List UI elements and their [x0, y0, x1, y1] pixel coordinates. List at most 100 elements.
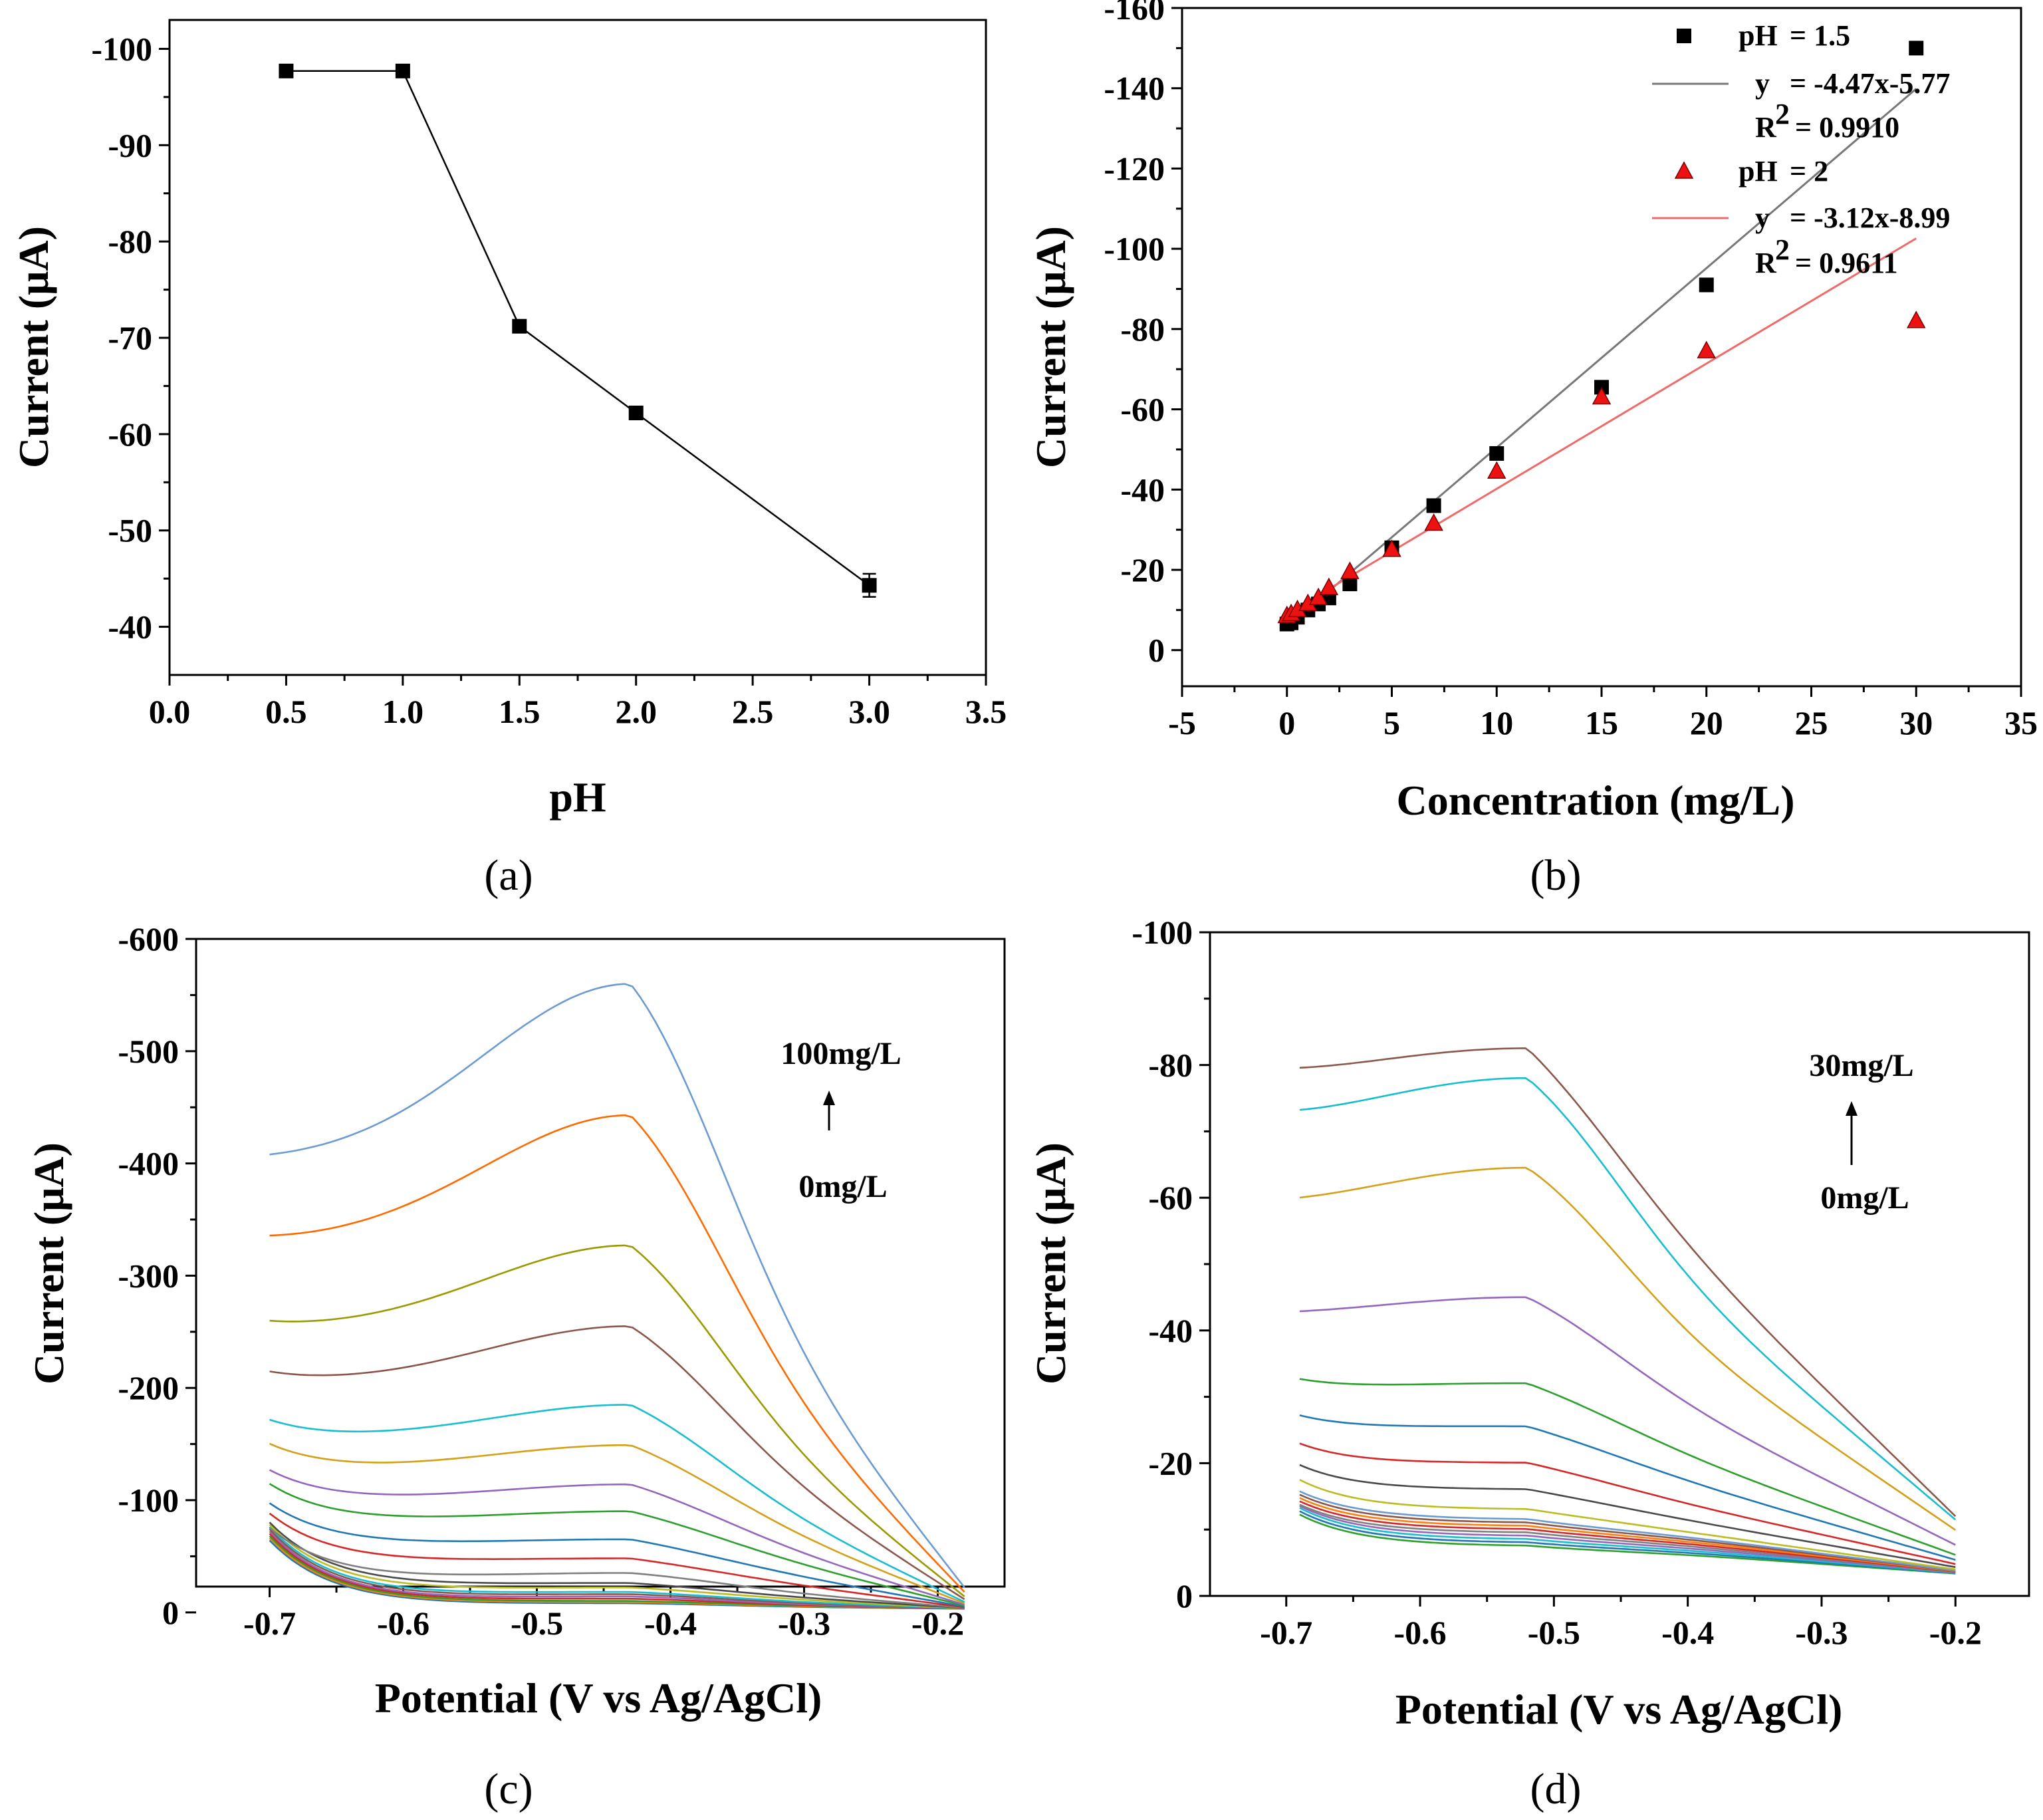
chart-c-x-tick-label: -0.4 — [644, 1605, 697, 1642]
chart-b-legend-label: y — [1755, 67, 1770, 100]
chart-d-curve-15 — [1299, 1296, 1956, 1546]
chart-c-curve-13 — [269, 1483, 965, 1607]
chart-d-x-tick-label: -0.6 — [1393, 1614, 1446, 1651]
chart-c-x-tick-label: -0.5 — [511, 1605, 563, 1642]
chart-c-curve-7 — [269, 1526, 965, 1609]
chart-b-point-series-2 — [1697, 340, 1717, 358]
chart-c-curve-18 — [269, 1244, 965, 1597]
chart-d-y-tick-label: -80 — [1148, 1047, 1193, 1084]
chart-b-legend-value: = -3.12x-8.99 — [1790, 201, 1950, 234]
chart-d-curve-3 — [1299, 1507, 1956, 1574]
chart-d-curve-7 — [1299, 1497, 1956, 1573]
chart-d-curve-4 — [1299, 1505, 1956, 1573]
chart-c-curve-20 — [269, 983, 965, 1589]
chart-d-panel-label: (d) — [1530, 1765, 1582, 1813]
chart-a-point — [862, 578, 877, 593]
chart-panel-d: -0.7 -0.6 -0.5 -0.4 -0.3 -0.2 0 -20 -40 -60 -80 -10… — [1027, 914, 2030, 1813]
chart-b-legend-marker — [1677, 29, 1691, 43]
chart-b-y-tick-label: -60 — [1120, 391, 1165, 428]
chart-panel-b: -5 0 5 10 15 20 25 30 350-20-40-60-80-100-120-14… — [1027, 0, 2038, 900]
chart-c-x-tick-label: -0.7 — [243, 1605, 296, 1642]
chart-c-ticks: -0.7 -0.6 -0.5 -0.4 -0.3 -0.2 0 -100 -200 -300 -40… — [118, 920, 964, 1642]
chart-a-y-tick-label: -90 — [108, 126, 152, 164]
chart-a-marks — [279, 63, 877, 598]
chart-b-y-tick-label: -20 — [1120, 551, 1165, 588]
chart-b-legend-value: = 0.9611 — [1795, 247, 1898, 279]
chart-b-x-tick-label: 15 — [1585, 704, 1618, 741]
chart-b-y-tick-label: -120 — [1104, 150, 1165, 187]
chart-d-y-tick-label: -100 — [1132, 914, 1193, 951]
chart-b-point-series-2 — [1487, 461, 1506, 479]
chart-c-x-tick-label: -0.3 — [778, 1605, 830, 1642]
chart-d-y-tick-label: 0 — [1176, 1577, 1193, 1615]
chart-a-x-tick-label: 2.5 — [732, 693, 774, 730]
chart-d-x-tick-label: -0.7 — [1260, 1614, 1312, 1651]
chart-c-y-tick-label: -300 — [118, 1257, 179, 1294]
chart-a-point — [395, 63, 410, 78]
chart-c-annotation-arrowhead — [823, 1091, 835, 1105]
chart-d-curve-9 — [1299, 1490, 1956, 1572]
chart-d-ticks: -0.7 -0.6 -0.5 -0.4 -0.3 -0.2 0 -20 -40 -60 -80 -10… — [1132, 914, 1982, 1651]
chart-a-x-tick-label: 3.0 — [848, 693, 890, 730]
chart-d-curve-18 — [1299, 1047, 1957, 1517]
chart-b-x-axis-title: Concentration (mg/L) — [1396, 777, 1794, 824]
chart-a-point — [512, 319, 527, 334]
chart-d-curve-12 — [1299, 1442, 1956, 1565]
chart-b-y-tick-label: -160 — [1104, 0, 1165, 27]
chart-c-y-tick-label: -400 — [118, 1145, 179, 1182]
chart-b-point-series-2 — [1382, 539, 1401, 557]
chart-b-x-tick-label: 35 — [2004, 704, 2038, 741]
chart-b-legend-label: R — [1755, 247, 1777, 279]
chart-b-point-series-2 — [1424, 513, 1443, 531]
chart-d-x-tick-label: -0.5 — [1528, 1614, 1580, 1651]
chart-c-curve-16 — [269, 1404, 965, 1603]
chart-b-legend-value: = -4.47x-5.77 — [1790, 67, 1950, 100]
chart-a-point — [279, 63, 294, 78]
chart-d-marks — [1299, 1047, 1957, 1575]
chart-d-x-tick-label: -0.3 — [1795, 1614, 1848, 1651]
chart-d-annotation-arrowhead — [1846, 1101, 1858, 1116]
chart-b-panel-label: (b) — [1530, 851, 1582, 900]
chart-panel-c: -0.7 -0.6 -0.5 -0.4 -0.3 -0.2 0 -100 -200 -300 -40… — [25, 920, 1006, 1813]
chart-c-curve-11 — [269, 1512, 965, 1609]
chart-b-marks — [1277, 41, 1926, 632]
chart-d-curve-6 — [1299, 1500, 1956, 1573]
chart-d-y-axis-title: Current (μA) — [1027, 1142, 1074, 1384]
chart-b-x-tick-label: 20 — [1690, 704, 1723, 741]
chart-a-y-tick-label: -60 — [108, 416, 152, 453]
chart-b-point-series-2 — [1308, 587, 1328, 605]
chart-b-legend-superscript: 2 — [1775, 233, 1790, 266]
chart-c-y-tick-label: -200 — [118, 1369, 179, 1406]
chart-a-y-axis-title: Current (μA) — [10, 226, 57, 468]
chart-a-y-tick-label: -50 — [108, 512, 152, 549]
chart-a-panel-label: (a) — [484, 851, 533, 900]
chart-a-x-tick-label: 0.0 — [149, 693, 191, 730]
chart-d-curve-1 — [1299, 1513, 1956, 1575]
chart-b-y-axis-title: Current (μA) — [1027, 226, 1074, 468]
chart-c-curve-12 — [269, 1502, 965, 1608]
chart-b-y-tick-label: -40 — [1120, 471, 1165, 508]
chart-c-y-tick-label: -100 — [118, 1482, 179, 1519]
chart-c-marks — [269, 983, 965, 1610]
chart-b-x-tick-label: 10 — [1480, 704, 1513, 741]
chart-a-x-tick-label: 1.5 — [499, 693, 541, 730]
chart-d-curve-5 — [1299, 1503, 1956, 1573]
chart-b-point-series-1 — [1426, 498, 1441, 513]
chart-d-y-tick-label: -60 — [1148, 1179, 1193, 1216]
chart-d-curve-17 — [1299, 1077, 1957, 1521]
chart-d-curve-14 — [1299, 1378, 1956, 1556]
chart-d-curve-8 — [1299, 1494, 1956, 1572]
chart-c-x-tick-label: -0.6 — [377, 1605, 429, 1642]
chart-a-point — [628, 406, 644, 420]
chart-d-curve-10 — [1299, 1479, 1956, 1571]
chart-a-x-tick-label: 0.5 — [265, 693, 307, 730]
chart-b-legend-label: y — [1755, 201, 1770, 234]
chart-d-curve-13 — [1299, 1414, 1956, 1561]
chart-b-ticks: -5 0 5 10 15 20 25 30 350-20-40-60-80-100-120-14… — [1104, 0, 2038, 741]
chart-b-legend-value: = 2 — [1790, 155, 1828, 188]
chart-c-curve-8 — [269, 1523, 965, 1609]
chart-d-curve-16 — [1299, 1166, 1957, 1531]
chart-d-annotation-bottom: 0mg/L — [1820, 1180, 1909, 1216]
